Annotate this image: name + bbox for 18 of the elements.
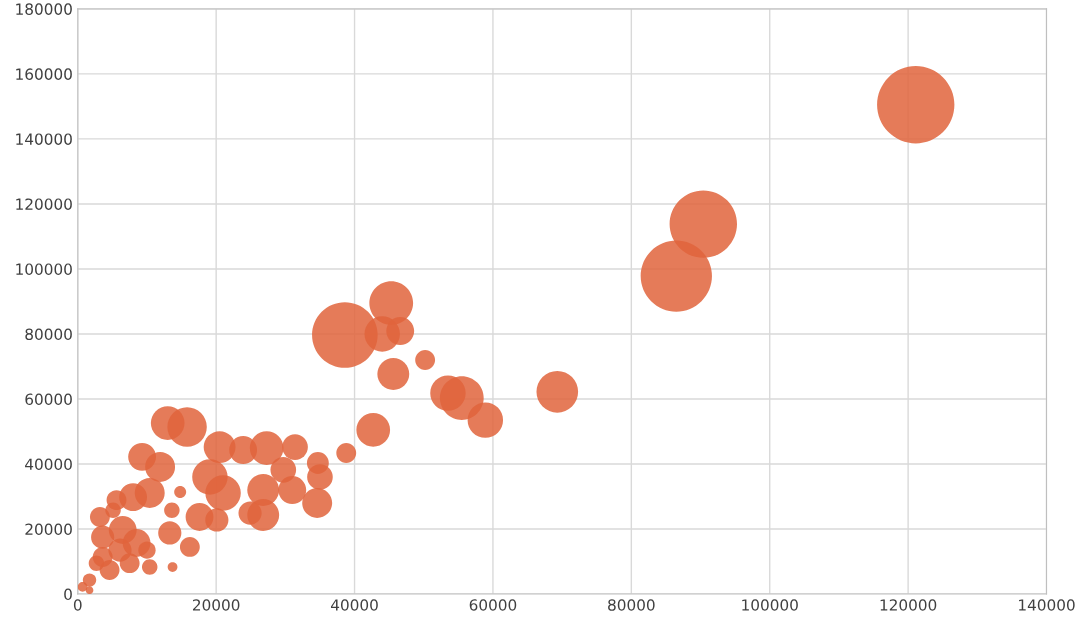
y-tick-label: 0 [64, 588, 72, 601]
x-tick-label: 80000 [608, 599, 655, 611]
x-tick-label: 20000 [192, 599, 240, 611]
y-tick-label: 160000 [16, 68, 72, 80]
x-tick-label: 40000 [330, 599, 378, 611]
y-tick-label: 120000 [16, 198, 72, 210]
y-tick-label: 40000 [25, 458, 72, 471]
y-tick-label: 60000 [25, 393, 72, 406]
x-tick-label: 100000 [742, 599, 798, 611]
y-tick-label: 80000 [25, 328, 72, 340]
y-tick-label: 20000 [25, 523, 72, 536]
x-tick-label: 60000 [469, 599, 517, 611]
y-tick-label: 180000 [16, 3, 72, 15]
x-tick-label: 120000 [880, 599, 937, 611]
x-tick-label: 0 [73, 599, 82, 611]
x-tick-label: 140000 [1019, 599, 1075, 611]
y-tick-label: 140000 [16, 133, 72, 145]
y-tick-label: 100000 [16, 263, 72, 275]
